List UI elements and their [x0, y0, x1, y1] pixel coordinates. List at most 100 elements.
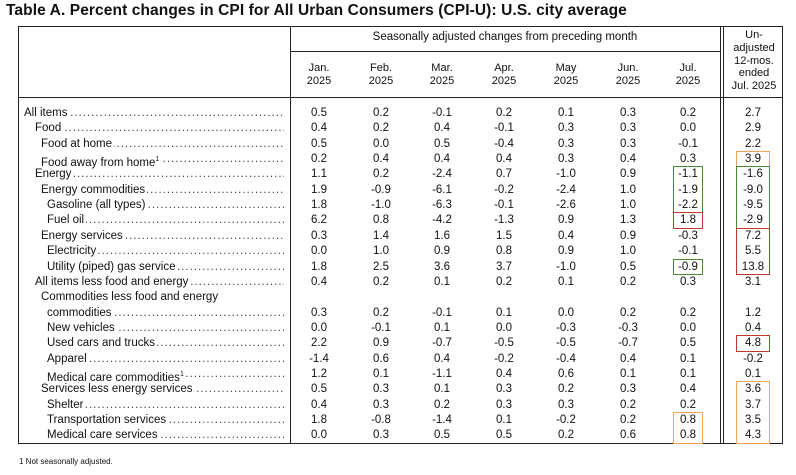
monthly-change-cell: 0.0	[680, 321, 696, 334]
monthly-change-cell: 2.2	[311, 337, 327, 350]
monthly-change-cell: -0.2	[494, 183, 514, 196]
monthly-change-cell: -6.3	[432, 199, 452, 212]
monthly-change-cell: 1.8	[311, 260, 327, 273]
row-label: Medical care services	[47, 429, 160, 442]
monthly-change-cell: 0.9	[558, 214, 574, 227]
monthly-change-cell: -0.1	[432, 107, 452, 119]
month-column-header: Jul. 2025	[657, 62, 719, 88]
table-left-border	[18, 26, 19, 444]
table-row: ........................................…	[18, 306, 783, 321]
monthly-change-cell: 0.2	[620, 275, 636, 288]
footnote: 1 Not seasonally adjusted.	[19, 457, 113, 466]
row-label: Fuel oil	[47, 214, 87, 227]
table-row: ........................................…	[18, 382, 783, 397]
monthly-change-cell: 0.9	[373, 337, 389, 350]
monthly-change-cell: 0.2	[680, 398, 696, 411]
monthly-change-cell: 1.0	[373, 245, 389, 258]
row-label: Used cars and trucks	[47, 337, 158, 350]
monthly-change-cell: 0.2	[620, 306, 636, 319]
monthly-change-cell: 1.0	[620, 199, 636, 212]
annual-change-cell: 0.4	[745, 321, 761, 334]
row-label: Shelter	[47, 398, 86, 411]
unadjusted-header-line: Un-	[745, 29, 763, 41]
monthly-change-cell: 0.5	[311, 107, 327, 119]
monthly-change-cell: -6.1	[432, 183, 452, 196]
leader-dots: ........................................…	[47, 352, 284, 365]
monthly-change-cell: -0.4	[556, 352, 576, 365]
leader-dots: ........................................…	[47, 245, 284, 258]
annual-change-cell: -2.9	[743, 214, 763, 227]
monthly-change-cell: -1.1	[432, 367, 452, 380]
table-bottom-border	[18, 443, 783, 444]
monthly-change-cell: -0.1	[494, 122, 514, 135]
month-year: 2025	[306, 75, 332, 87]
table-row: ........................................…	[18, 413, 783, 428]
monthly-change-cell: 0.2	[620, 398, 636, 411]
monthly-change-cell: 0.4	[558, 229, 574, 242]
monthly-change-cell: 1.0	[620, 245, 636, 258]
monthly-change-cell: 1.4	[373, 229, 389, 242]
monthly-change-cell: -0.1	[678, 245, 698, 258]
monthly-change-cell: -0.2	[556, 414, 576, 426]
annual-change-cell: 2.2	[745, 137, 761, 150]
row-label: Energy commodities	[41, 183, 148, 196]
monthly-change-cell: 0.4	[311, 122, 327, 135]
monthly-change-cell: 0.1	[434, 275, 450, 288]
table-row: ........................................…	[18, 167, 783, 182]
monthly-change-cell: 0.1	[373, 367, 389, 380]
month-year: 2025	[553, 75, 579, 87]
leader-dots: ........................................…	[35, 122, 284, 135]
cpi-table: Seasonally adjusted changes from precedi…	[18, 26, 783, 444]
monthly-change-cell: 0.0	[680, 122, 696, 135]
monthly-change-cell: 0.1	[496, 414, 512, 426]
monthly-change-cell: 0.5	[680, 337, 696, 350]
annual-change-cell: 3.9	[745, 153, 761, 166]
monthly-change-cell: 0.5	[311, 383, 327, 396]
unadjusted-header-line: adjusted	[733, 41, 775, 54]
month-column-header: Apr. 2025	[473, 62, 535, 88]
month-year: 2025	[491, 75, 517, 87]
annual-column-divider	[720, 26, 721, 444]
monthly-change-cell: 0.8	[496, 245, 512, 258]
unadjusted-header: Un- adjusted 12-mos. ended Jul. 2025	[724, 29, 784, 93]
monthly-change-cell: 0.0	[558, 306, 574, 319]
monthly-change-cell: 0.3	[558, 153, 574, 166]
monthly-change-cell: 0.0	[311, 321, 327, 334]
monthly-change-cell: 1.3	[620, 214, 636, 227]
annual-change-cell: 4.3	[745, 429, 761, 442]
unadjusted-header-line: 12-mos.	[734, 54, 774, 67]
monthly-change-cell: 0.1	[434, 321, 450, 334]
monthly-change-cell: -1.4	[309, 352, 329, 365]
monthly-change-cell: 0.8	[680, 414, 696, 426]
monthly-change-cell: 0.3	[558, 398, 574, 411]
monthly-change-cell: 0.4	[311, 275, 327, 288]
monthly-change-cell: -0.9	[678, 260, 698, 273]
row-label: Gasoline (all types)	[47, 199, 148, 212]
table-row: ........................................…	[18, 183, 783, 198]
monthly-change-cell: 0.4	[496, 367, 512, 380]
row-label: Services less energy services	[41, 383, 195, 396]
annual-change-cell: -9.5	[743, 199, 763, 212]
row-label: Utility (piped) gas service	[47, 260, 178, 273]
monthly-change-cell: -0.3	[556, 321, 576, 334]
monthly-change-cell: 0.3	[558, 137, 574, 150]
leader-dots: ........................................…	[47, 398, 284, 411]
footnote-marker: 1	[179, 370, 184, 378]
monthly-change-cell: 0.0	[496, 321, 512, 334]
table-right-border	[782, 26, 783, 444]
monthly-change-cell: 0.2	[558, 429, 574, 442]
monthly-change-cell: -0.2	[494, 352, 514, 365]
table-row: ........................................…	[18, 398, 783, 413]
table-title: Table A. Percent changes in CPI for All …	[6, 2, 627, 19]
annual-column-divider-double	[723, 26, 724, 444]
table-row: Commodities less food and energy	[18, 290, 783, 305]
monthly-change-cell: 0.2	[373, 306, 389, 319]
row-label: Electricity	[47, 245, 99, 258]
monthly-change-cell: 0.5	[311, 137, 327, 150]
monthly-change-cell: 0.3	[373, 429, 389, 442]
monthly-change-cell: -0.1	[678, 137, 698, 150]
monthly-change-cell: -0.7	[618, 337, 638, 350]
monthly-change-cell: 0.2	[680, 306, 696, 319]
annual-change-cell: -9.0	[743, 183, 763, 196]
annual-change-cell: -1.6	[743, 168, 763, 181]
